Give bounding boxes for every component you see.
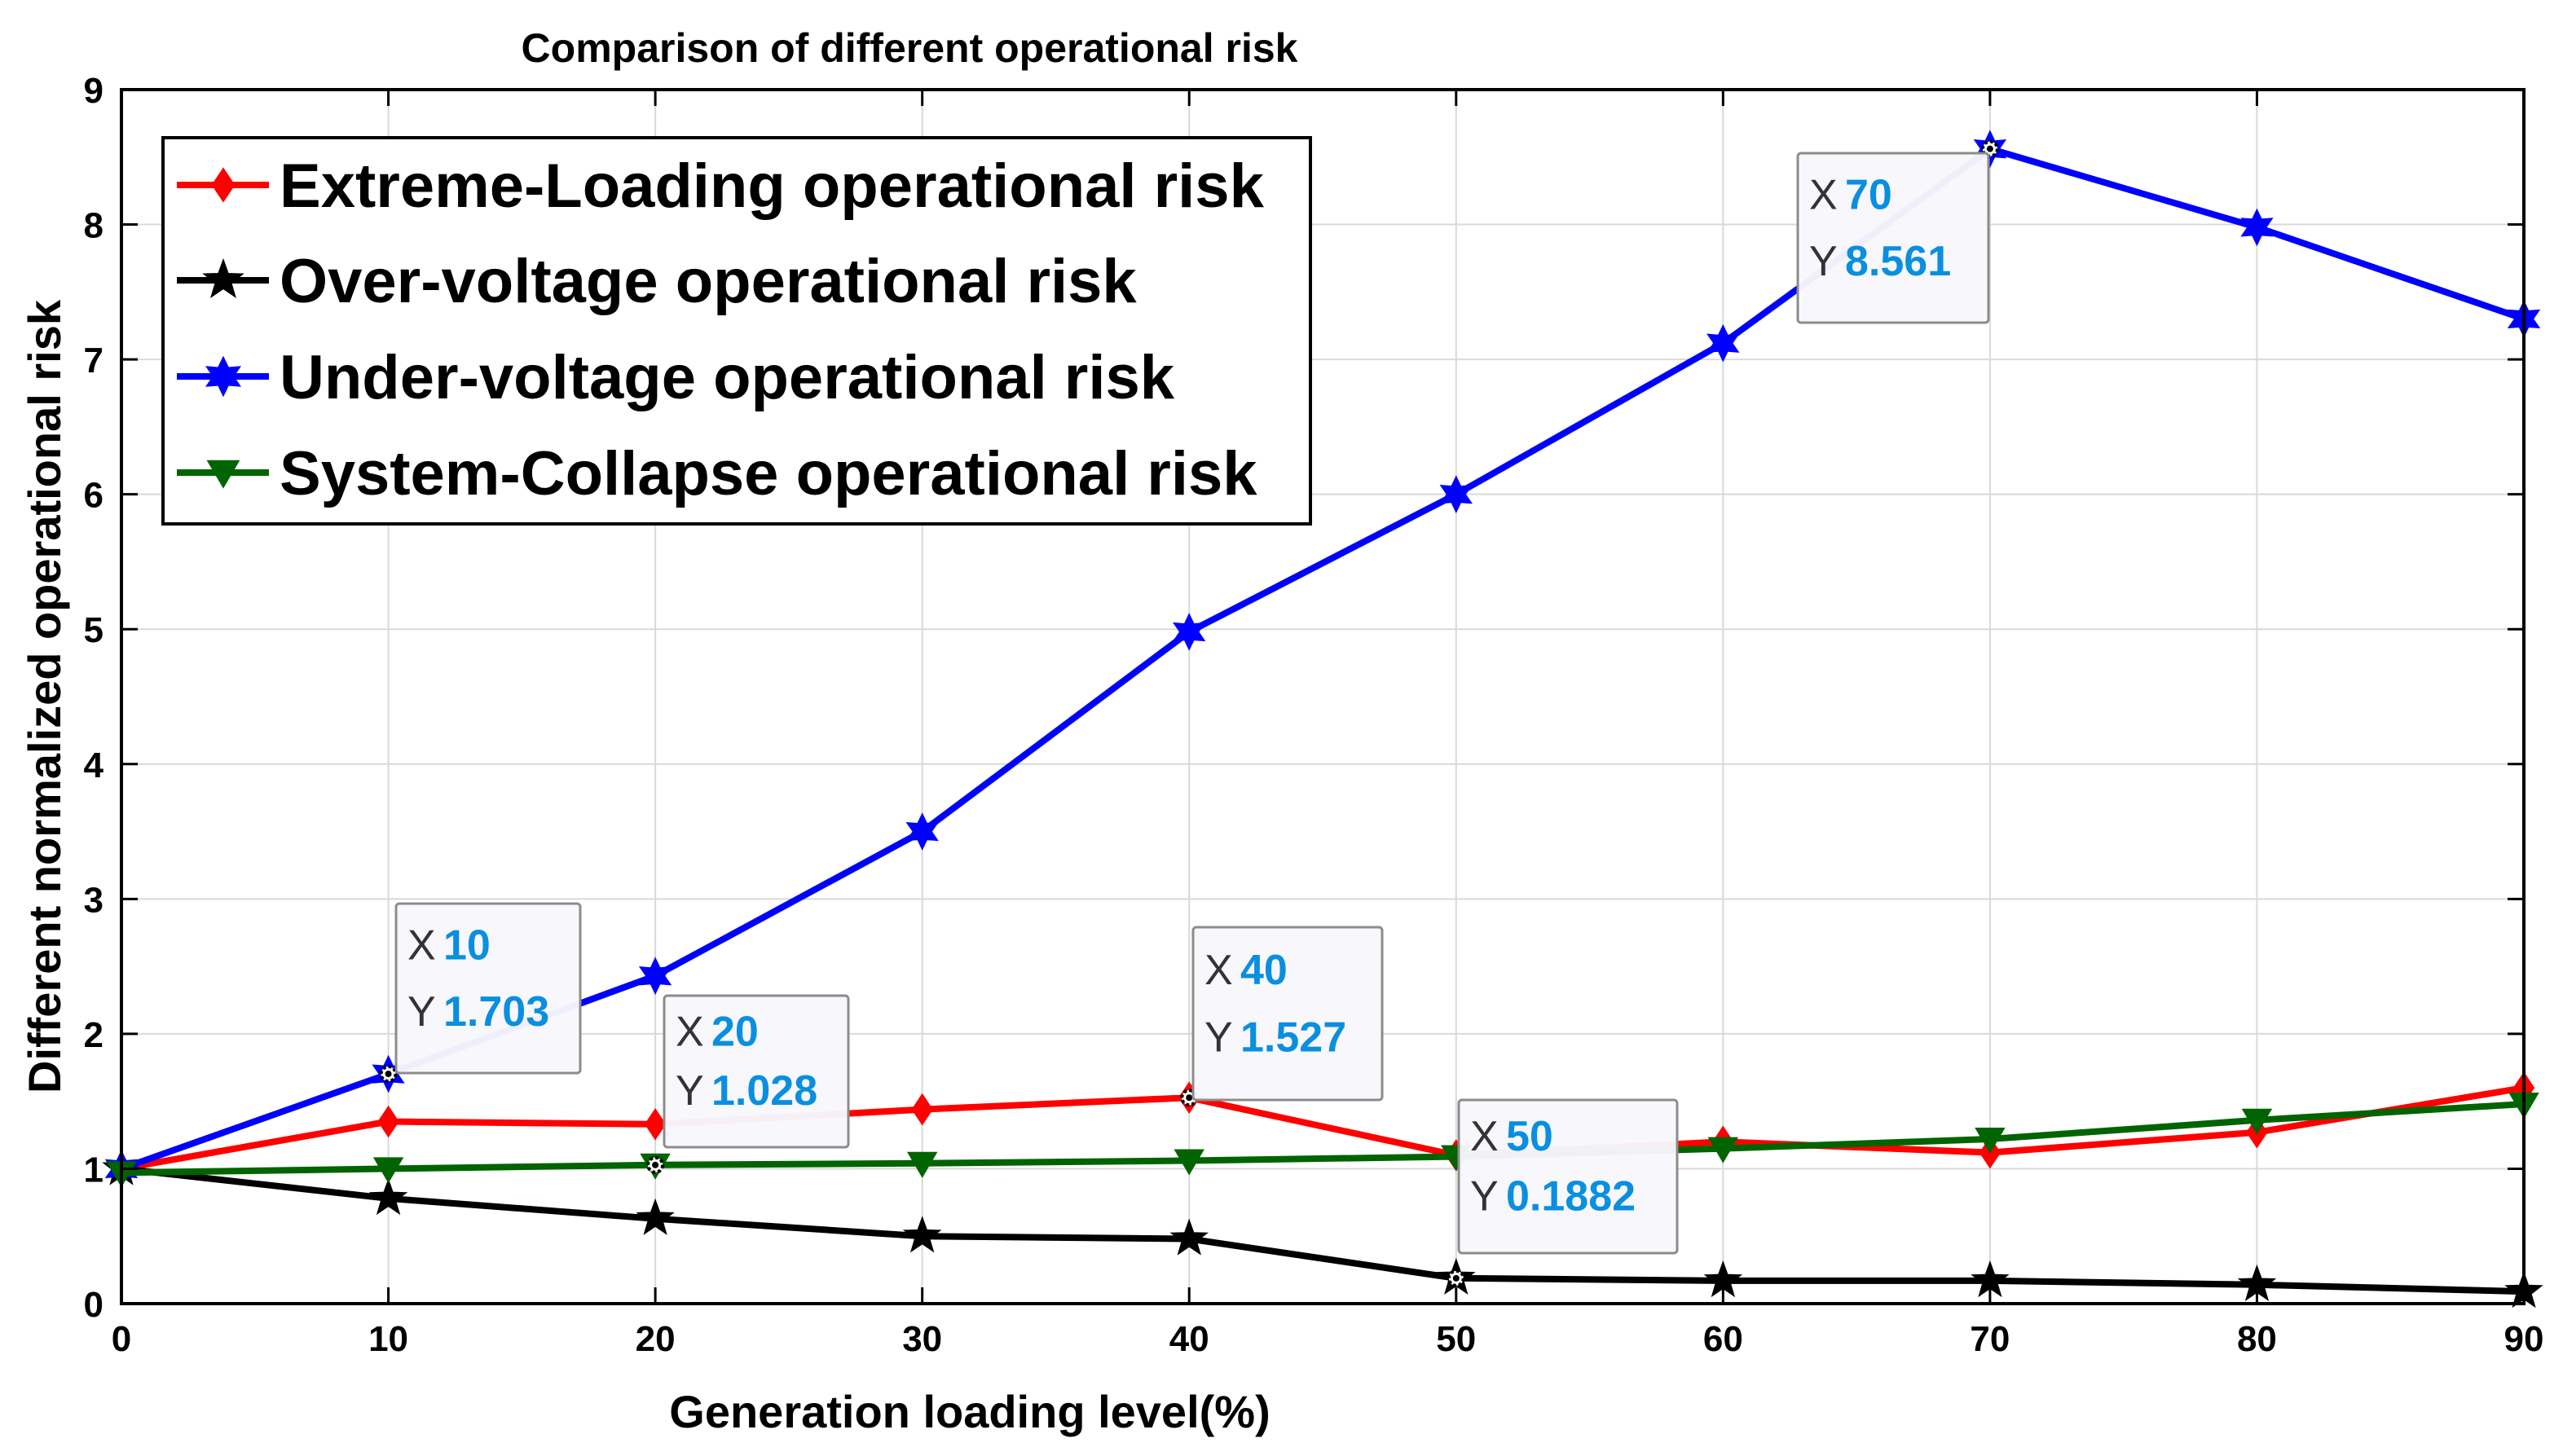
series-3 (106, 1093, 2539, 1188)
data-point-marker (211, 167, 236, 203)
datatip-box (1796, 152, 1990, 324)
datatip-x-value: 20 (711, 1008, 759, 1055)
datatip-anchor-dot (1986, 145, 1993, 152)
datatip-x-value: 40 (1240, 947, 1288, 994)
x-tick-label: 0 (112, 1319, 131, 1359)
legend-label: Extreme-Loading operational risk (280, 152, 1265, 221)
x-tick-label: 20 (636, 1319, 676, 1359)
data-point-marker (911, 1093, 933, 1126)
legend-box (161, 136, 1312, 526)
data-point-marker (1706, 323, 1740, 363)
x-tick-label: 70 (1970, 1319, 2010, 1359)
data-point-marker (2241, 1108, 2273, 1135)
data-point-marker (372, 1157, 404, 1184)
data-point-marker (1169, 1218, 1209, 1256)
legend-label: Over-voltage operational risk (280, 247, 1137, 316)
data-point-marker (368, 1177, 408, 1216)
data-point-marker (1707, 1137, 1739, 1163)
datatip-x-key: X (1204, 947, 1233, 994)
datatip-x-key: X (407, 922, 436, 970)
datatip-x-key: X (676, 1008, 704, 1055)
datatip-anchor-dot (385, 1071, 392, 1078)
datatip: X 50Y 0.1882 (1447, 1098, 1679, 1287)
y-tick-label: 4 (84, 746, 104, 785)
datatip-y-key: Y (1204, 1014, 1233, 1062)
datatip-x-value: 10 (443, 922, 491, 970)
legend-item: System-Collapse operational risk (177, 439, 1257, 508)
data-point-marker (1975, 1128, 2006, 1154)
data-point-marker (1174, 1149, 1204, 1176)
datatip-box (1191, 926, 1384, 1102)
legend: Extreme-Loading operational risk Over-vol… (161, 136, 1312, 526)
y-tick-label: 3 (84, 880, 103, 920)
datatip-y-value: 8.561 (1845, 238, 1951, 285)
data-point-marker (905, 812, 939, 851)
x-tick-label: 50 (1436, 1319, 1476, 1359)
y-axis-label: Different normalized operational risk (19, 299, 70, 1093)
datatip-y-key: Y (407, 988, 436, 1036)
tick-labels: 0 10 20 30 40 50 60 70 80 90 0 1 2 3 4 5 6 7 8 9 (84, 71, 2544, 1359)
x-tick-label: 40 (1169, 1319, 1209, 1359)
y-tick-label: 9 (84, 71, 103, 111)
data-point-marker (202, 257, 244, 298)
legend-item: Extreme-Loading operational risk (177, 152, 1265, 221)
x-axis-label: Generation loading level(%) (669, 1386, 1270, 1437)
datatip-y-key: Y (676, 1067, 704, 1115)
datatip-anchor-dot (652, 1161, 659, 1168)
datatip-y-value: 1.703 (443, 988, 549, 1036)
plot-frame (120, 88, 2526, 1305)
data-point-marker (1172, 613, 1206, 651)
data-point-marker (206, 460, 240, 489)
legend-label: System-Collapse operational risk (280, 439, 1257, 508)
y-tick-label: 2 (84, 1015, 103, 1055)
datatip-anchor-dot (1452, 1274, 1460, 1282)
datatip: X 20Y 1.028 (646, 994, 850, 1174)
series-line (121, 1084, 2525, 1172)
y-tick-label: 1 (84, 1150, 103, 1190)
data-point-marker (636, 1198, 675, 1235)
chart-title: Comparison of different operational risk (522, 25, 1298, 71)
datatip-y-value: 1.028 (711, 1067, 817, 1115)
datatip: X 10Y 1.703 (379, 902, 582, 1084)
datatip-y-key: Y (1809, 238, 1838, 285)
x-tick-label: 60 (1703, 1319, 1743, 1359)
y-tick-label: 0 (84, 1285, 103, 1325)
legend-item: Under-voltage operational risk (177, 343, 1175, 412)
datatip-y-value: 1.527 (1240, 1014, 1346, 1062)
x-tick-label: 90 (2504, 1319, 2544, 1359)
data-point-marker (644, 1107, 667, 1141)
datatip-y-key: Y (1470, 1172, 1499, 1220)
series-line (121, 1165, 2525, 1295)
data-point-marker (902, 1216, 942, 1253)
datatip-x-value: 70 (1845, 172, 1892, 219)
x-tick-label: 80 (2237, 1319, 2277, 1359)
datatip-anchor-dot (1186, 1094, 1193, 1102)
y-tick-label: 6 (84, 476, 103, 516)
data-point-marker (377, 1105, 399, 1138)
y-tick-label: 5 (84, 610, 103, 650)
data-point-marker (2240, 208, 2274, 247)
y-tick-label: 7 (84, 341, 103, 380)
data-point-marker (638, 957, 672, 996)
datatip-y-value: 0.1882 (1506, 1172, 1636, 1220)
x-tick-label: 10 (368, 1319, 408, 1359)
series-line (121, 1101, 2525, 1177)
legend-item: Over-voltage operational risk (177, 247, 1137, 316)
datatip-x-value: 50 (1506, 1113, 1553, 1160)
x-tick-label: 30 (902, 1319, 942, 1359)
datatip-box (1457, 1098, 1679, 1255)
datatip-box (394, 902, 582, 1075)
datatip-x-key: X (1470, 1113, 1499, 1160)
datatip-box (663, 994, 850, 1149)
data-point-marker (1439, 475, 1473, 514)
datatip-x-key: X (1809, 172, 1838, 219)
data-point-marker (906, 1151, 938, 1178)
datatip: X 40Y 1.527 (1180, 926, 1384, 1107)
legend-label: Under-voltage operational risk (280, 343, 1175, 412)
datatip: X 70Y 8.561 (1796, 139, 1999, 324)
y-tick-label: 8 (84, 206, 103, 246)
data-point-marker (205, 355, 242, 398)
